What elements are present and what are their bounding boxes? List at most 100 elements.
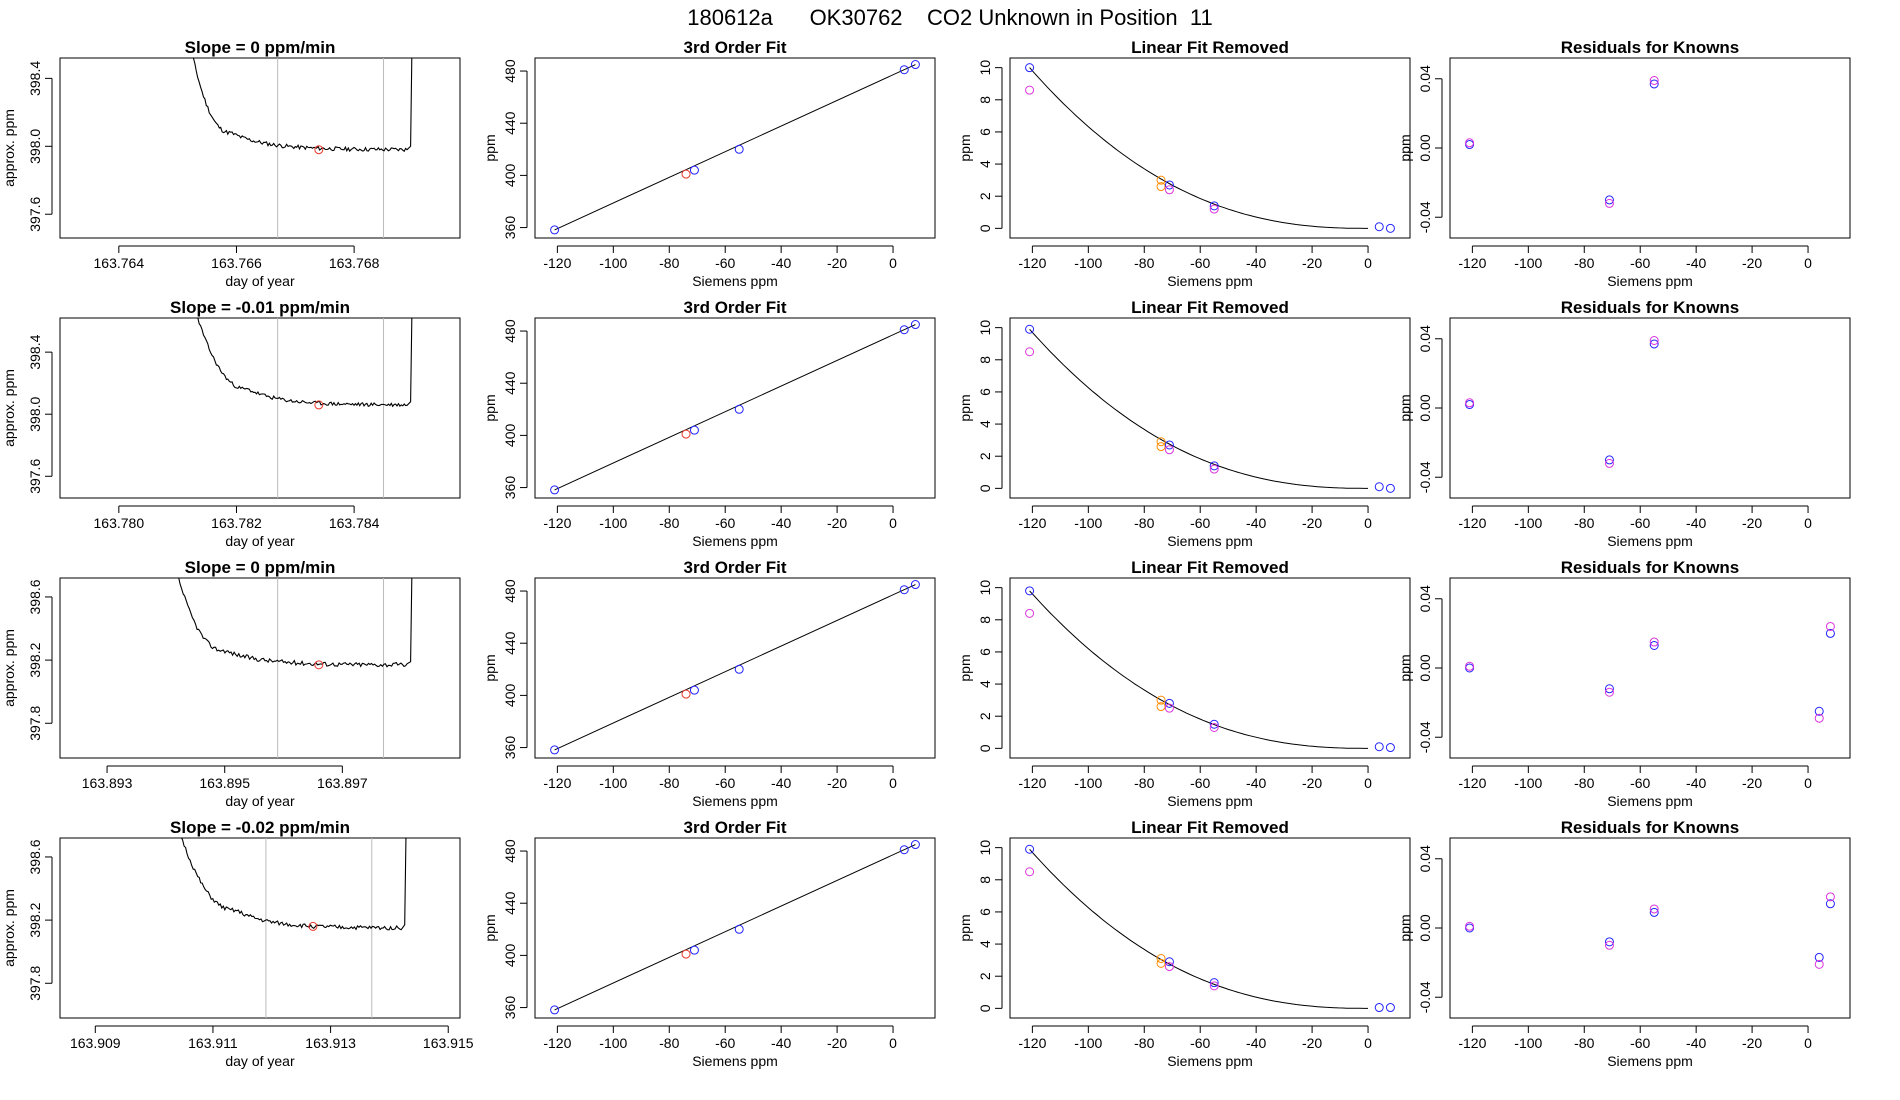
data-point [1604, 455, 1614, 465]
y-tick-label: 0.00 [1417, 654, 1433, 681]
data-point [1164, 957, 1174, 967]
y-axis-title: approx. ppm [1, 889, 17, 967]
data-point [1649, 637, 1659, 647]
x-tick-label: 0 [1364, 255, 1372, 271]
fit-curve [1029, 590, 1368, 749]
data-point [1025, 347, 1035, 357]
data-point [1465, 140, 1475, 150]
panel-1-3: Linear Fit Removed -120 -100 -80 -60 -40 -20 0 S… [957, 38, 1411, 289]
data-point [1209, 464, 1219, 474]
data-point [689, 685, 699, 695]
y-tick-label: -0.04 [1417, 981, 1433, 1013]
y-tick-label: 4 [977, 940, 993, 948]
x-tick-label: -120 [543, 515, 571, 531]
x-axis: 163.893 163.895 163.897 [82, 765, 368, 791]
x-tick-label: -80 [1574, 775, 1594, 791]
x-tick-label: -80 [1134, 515, 1154, 531]
y-tick-label: 398.4 [27, 61, 43, 96]
data-point [1374, 482, 1384, 492]
y-tick-label: 440 [502, 111, 518, 135]
data-point [1156, 702, 1166, 712]
panel-title: 3rd Order Fit [684, 558, 787, 577]
data-point [1604, 940, 1614, 950]
data-point [910, 840, 920, 850]
x-axis: -120 -100 -80 -60 -40 -20 0 [1018, 245, 1372, 271]
x-tick-label: -20 [827, 775, 847, 791]
y-tick-label: 398.6 [27, 839, 43, 874]
concentration-trace [197, 318, 413, 408]
plot-area [197, 318, 413, 498]
data-point [1385, 223, 1395, 233]
data-point [681, 689, 691, 699]
data-point [314, 400, 324, 410]
panel-3-4: Residuals for Knowns -120 -100 -80 -60 -40 -20… [1397, 558, 1851, 809]
panel-2-4: Residuals for Knowns -120 -100 -80 -60 -40 -20… [1397, 298, 1851, 549]
x-tick-label: -80 [1574, 255, 1594, 271]
data-point [1209, 978, 1219, 988]
y-axis: 397.8 398.2 398.6 [27, 579, 53, 741]
data-point [308, 921, 318, 931]
fit-curve [1029, 67, 1368, 229]
x-tick-label: -60 [1630, 1035, 1650, 1051]
plot-frame [1449, 317, 1851, 499]
panel-title: Slope = -0.01 ppm/min [170, 298, 350, 317]
y-tick-label: 0 [977, 484, 993, 492]
x-tick-label: -40 [771, 515, 791, 531]
y-tick-label: 440 [502, 891, 518, 915]
y-tick-label: 398.2 [27, 642, 43, 677]
x-tick-label: -20 [1302, 515, 1322, 531]
x-tick-label: -60 [1190, 255, 1210, 271]
x-tick-label: -40 [1246, 775, 1266, 791]
y-tick-label: -0.04 [1417, 201, 1433, 233]
y-tick-label: 360 [502, 216, 518, 240]
x-tick-label: -80 [1574, 515, 1594, 531]
x-tick-label: -20 [827, 1035, 847, 1051]
concentration-trace [180, 838, 407, 931]
panel-1-1: Slope = 0 ppm/min 163.764 163.766 163.768 da… [1, 38, 461, 289]
x-tick-label: 163.782 [211, 515, 262, 531]
x-axis-title: Siemens ppm [1607, 273, 1693, 289]
x-axis: -120 -100 -80 -60 -40 -20 0 [543, 245, 897, 271]
y-axis: 0 2 4 6 8 10 [977, 60, 1003, 232]
data-point [1604, 195, 1614, 205]
plot-area [1025, 324, 1395, 493]
data-point [1465, 661, 1475, 671]
y-axis: 397.6 398.0 398.4 [27, 61, 53, 232]
y-axis: -0.04 0.00 0.04 [1417, 325, 1443, 493]
y-axis: -0.04 0.00 0.04 [1417, 65, 1443, 233]
x-tick-label: -120 [543, 775, 571, 791]
data-point [899, 65, 909, 75]
data-point [1649, 339, 1659, 349]
x-tick-label: -80 [1134, 775, 1154, 791]
data-point [1025, 608, 1035, 618]
x-axis-title: Siemens ppm [692, 1053, 778, 1069]
y-tick-label: 2 [977, 712, 993, 720]
y-axis: 360 400 440 480 [502, 59, 528, 240]
x-tick-label: -100 [599, 775, 627, 791]
data-point [910, 60, 920, 70]
data-point [1649, 904, 1659, 914]
x-tick-label: -100 [599, 255, 627, 271]
data-point [1209, 981, 1219, 991]
panel-title: 3rd Order Fit [684, 818, 787, 837]
plot-frame [1009, 837, 1411, 1019]
y-tick-label: 0 [977, 1004, 993, 1012]
y-tick-label: 398.0 [27, 129, 43, 164]
panel-2-3: Linear Fit Removed -120 -100 -80 -60 -40 -20 0 S… [957, 298, 1411, 549]
y-axis-title: approx. ppm [1, 369, 17, 447]
y-tick-label: 10 [977, 60, 993, 76]
data-point [1825, 621, 1835, 631]
x-tick-label: -40 [771, 1035, 791, 1051]
x-axis: -120 -100 -80 -60 -40 -20 0 [1458, 765, 1812, 791]
data-point [1649, 336, 1659, 345]
y-axis-title: ppm [957, 394, 973, 421]
y-tick-label: 397.6 [27, 459, 43, 494]
x-tick-label: -40 [1246, 255, 1266, 271]
y-axis-title: ppm [482, 394, 498, 421]
x-tick-label: -40 [771, 775, 791, 791]
panel-title: Linear Fit Removed [1131, 298, 1289, 317]
panel-3-2: 3rd Order Fit -120 -100 -80 -60 -40 -20 0 Siemen… [482, 558, 936, 809]
x-tick-label: -100 [1074, 515, 1102, 531]
panel-3-1: Slope = 0 ppm/min 163.893 163.895 163.897 da… [1, 558, 461, 809]
